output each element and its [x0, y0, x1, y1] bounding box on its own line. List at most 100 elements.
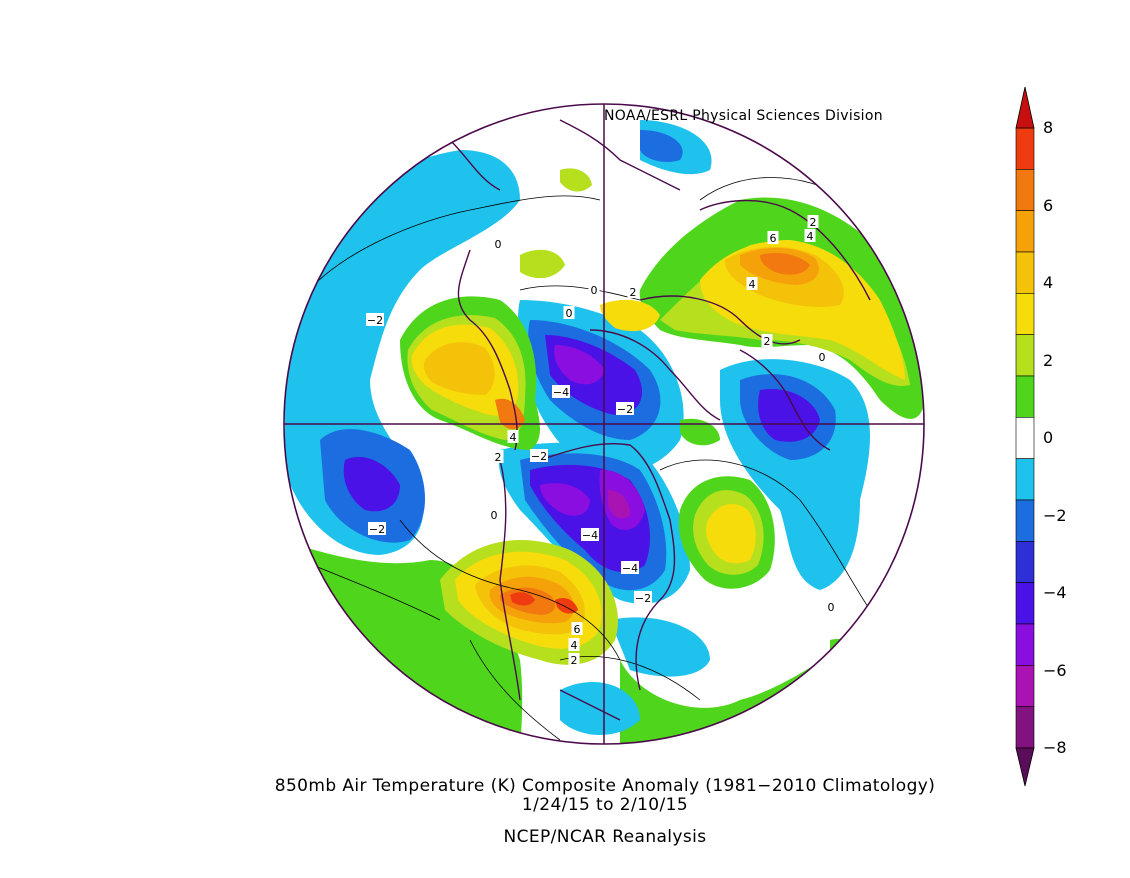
anomaly-region	[540, 483, 590, 516]
contour-label: 4	[749, 278, 756, 291]
colorbar-tick-label: 2	[1043, 351, 1054, 370]
contour-label: 0	[495, 238, 502, 251]
anomaly-region	[495, 398, 525, 430]
contour-label-box	[807, 215, 819, 228]
anomaly-region	[423, 342, 495, 395]
data-source: NCEP/NCAR Reanalysis	[503, 827, 707, 847]
colorbar-cell	[1015, 169, 1035, 211]
contour-label-box	[368, 522, 386, 535]
colorbar-cell	[1015, 706, 1035, 749]
contour-label-box	[634, 591, 652, 604]
anomaly-region	[706, 504, 756, 564]
anomaly-field	[284, 104, 924, 744]
colorbar-cell	[1015, 251, 1035, 294]
contour-label-box	[571, 622, 583, 635]
contour-label: −2	[531, 450, 547, 463]
coastlines	[449, 119, 871, 721]
contour-label-box	[746, 277, 758, 290]
contour-label-box	[492, 237, 504, 250]
colorbar-tick-label: 4	[1043, 273, 1054, 292]
contour-label: 0	[491, 509, 498, 522]
contour-label-box	[552, 385, 570, 398]
contour-label-box	[761, 334, 773, 347]
colorbar-cell	[1015, 375, 1035, 418]
colorbar-cell	[1015, 541, 1035, 583]
contour-label: −2	[635, 592, 651, 605]
contour-label-box	[816, 350, 828, 363]
contour-label-box	[627, 285, 639, 298]
colorbar-cell	[1015, 665, 1035, 707]
contour-label: 0	[591, 284, 598, 297]
contour-label: 2	[764, 335, 771, 348]
colorbar-tick-label: −6	[1043, 661, 1067, 680]
contour-label: −2	[367, 314, 383, 327]
colorbar	[1015, 86, 1035, 787]
contour-label-box	[581, 528, 599, 541]
colorbar-lower-arrow	[1015, 747, 1035, 787]
credit-text: NOAA/ESRL Physical Sciences Division	[604, 108, 883, 124]
colorbar-cell	[1015, 293, 1035, 335]
contour-label: 2	[571, 654, 578, 667]
contour-label-box	[616, 402, 634, 415]
graticule	[284, 104, 924, 744]
anomaly-region	[560, 681, 640, 735]
contour-label: −4	[622, 562, 638, 575]
contour-label-box	[563, 306, 575, 319]
contour-label: 6	[574, 623, 581, 636]
contour-label-box	[588, 283, 600, 296]
contour-label-box	[492, 450, 504, 463]
anomaly-region	[343, 456, 400, 512]
colorbar-cell	[1015, 210, 1035, 253]
contour-label: −4	[553, 386, 569, 399]
colorbar-tick-label: −2	[1043, 506, 1067, 525]
anomaly-region	[760, 253, 810, 275]
contour-label-box	[825, 600, 837, 613]
anomaly-region	[510, 592, 535, 606]
colorbar-cell	[1015, 623, 1035, 666]
contour-label: −4	[582, 529, 598, 542]
contour-label: 4	[510, 431, 517, 444]
contour-label-box	[530, 449, 548, 462]
colorbar-cell	[1015, 458, 1035, 501]
colorbar-tick-label: 6	[1043, 196, 1054, 215]
contour-label-box	[621, 561, 639, 574]
colorbar-cell	[1015, 127, 1035, 170]
colorbar-cell	[1015, 417, 1035, 459]
contour-label-box	[507, 430, 519, 443]
colorbar-tick-label: 8	[1043, 118, 1054, 137]
date-range: 1/24/15 to 2/10/15	[521, 795, 689, 815]
colorbar-tick-label: −8	[1043, 738, 1067, 757]
contour-label-box	[488, 508, 500, 521]
contour-label: 0	[828, 601, 835, 614]
anomaly-region	[555, 598, 578, 614]
anomaly-region	[610, 617, 710, 677]
colorbar-cell	[1015, 582, 1035, 625]
colorbar-cell	[1015, 499, 1035, 542]
contour-label: 2	[495, 451, 502, 464]
anomaly-region	[554, 345, 605, 385]
colorbar-tick-label: 0	[1043, 428, 1054, 447]
contour-label: 2	[810, 216, 817, 229]
anomaly-region	[520, 249, 565, 279]
anomaly-region	[758, 389, 820, 442]
contour-label-box	[366, 313, 384, 326]
contour-label: 0	[819, 351, 826, 364]
anomaly-region	[608, 490, 630, 519]
contour-label: 2	[630, 286, 637, 299]
contour-label-box	[568, 653, 580, 666]
colorbar-upper-arrow	[1015, 86, 1035, 129]
anomaly-region	[560, 168, 592, 192]
contour-label: 4	[571, 639, 578, 652]
contour-label-box	[804, 229, 816, 242]
map-border	[283, 103, 925, 745]
anomaly-region	[640, 130, 683, 162]
contour-label: 6	[770, 232, 777, 245]
map-title: 850mb Air Temperature (K) Composite Anom…	[274, 776, 936, 796]
anomaly-region	[680, 418, 720, 446]
contour-label: 0	[566, 307, 573, 320]
contour-label: −2	[617, 403, 633, 416]
contour-label: −2	[369, 523, 385, 536]
